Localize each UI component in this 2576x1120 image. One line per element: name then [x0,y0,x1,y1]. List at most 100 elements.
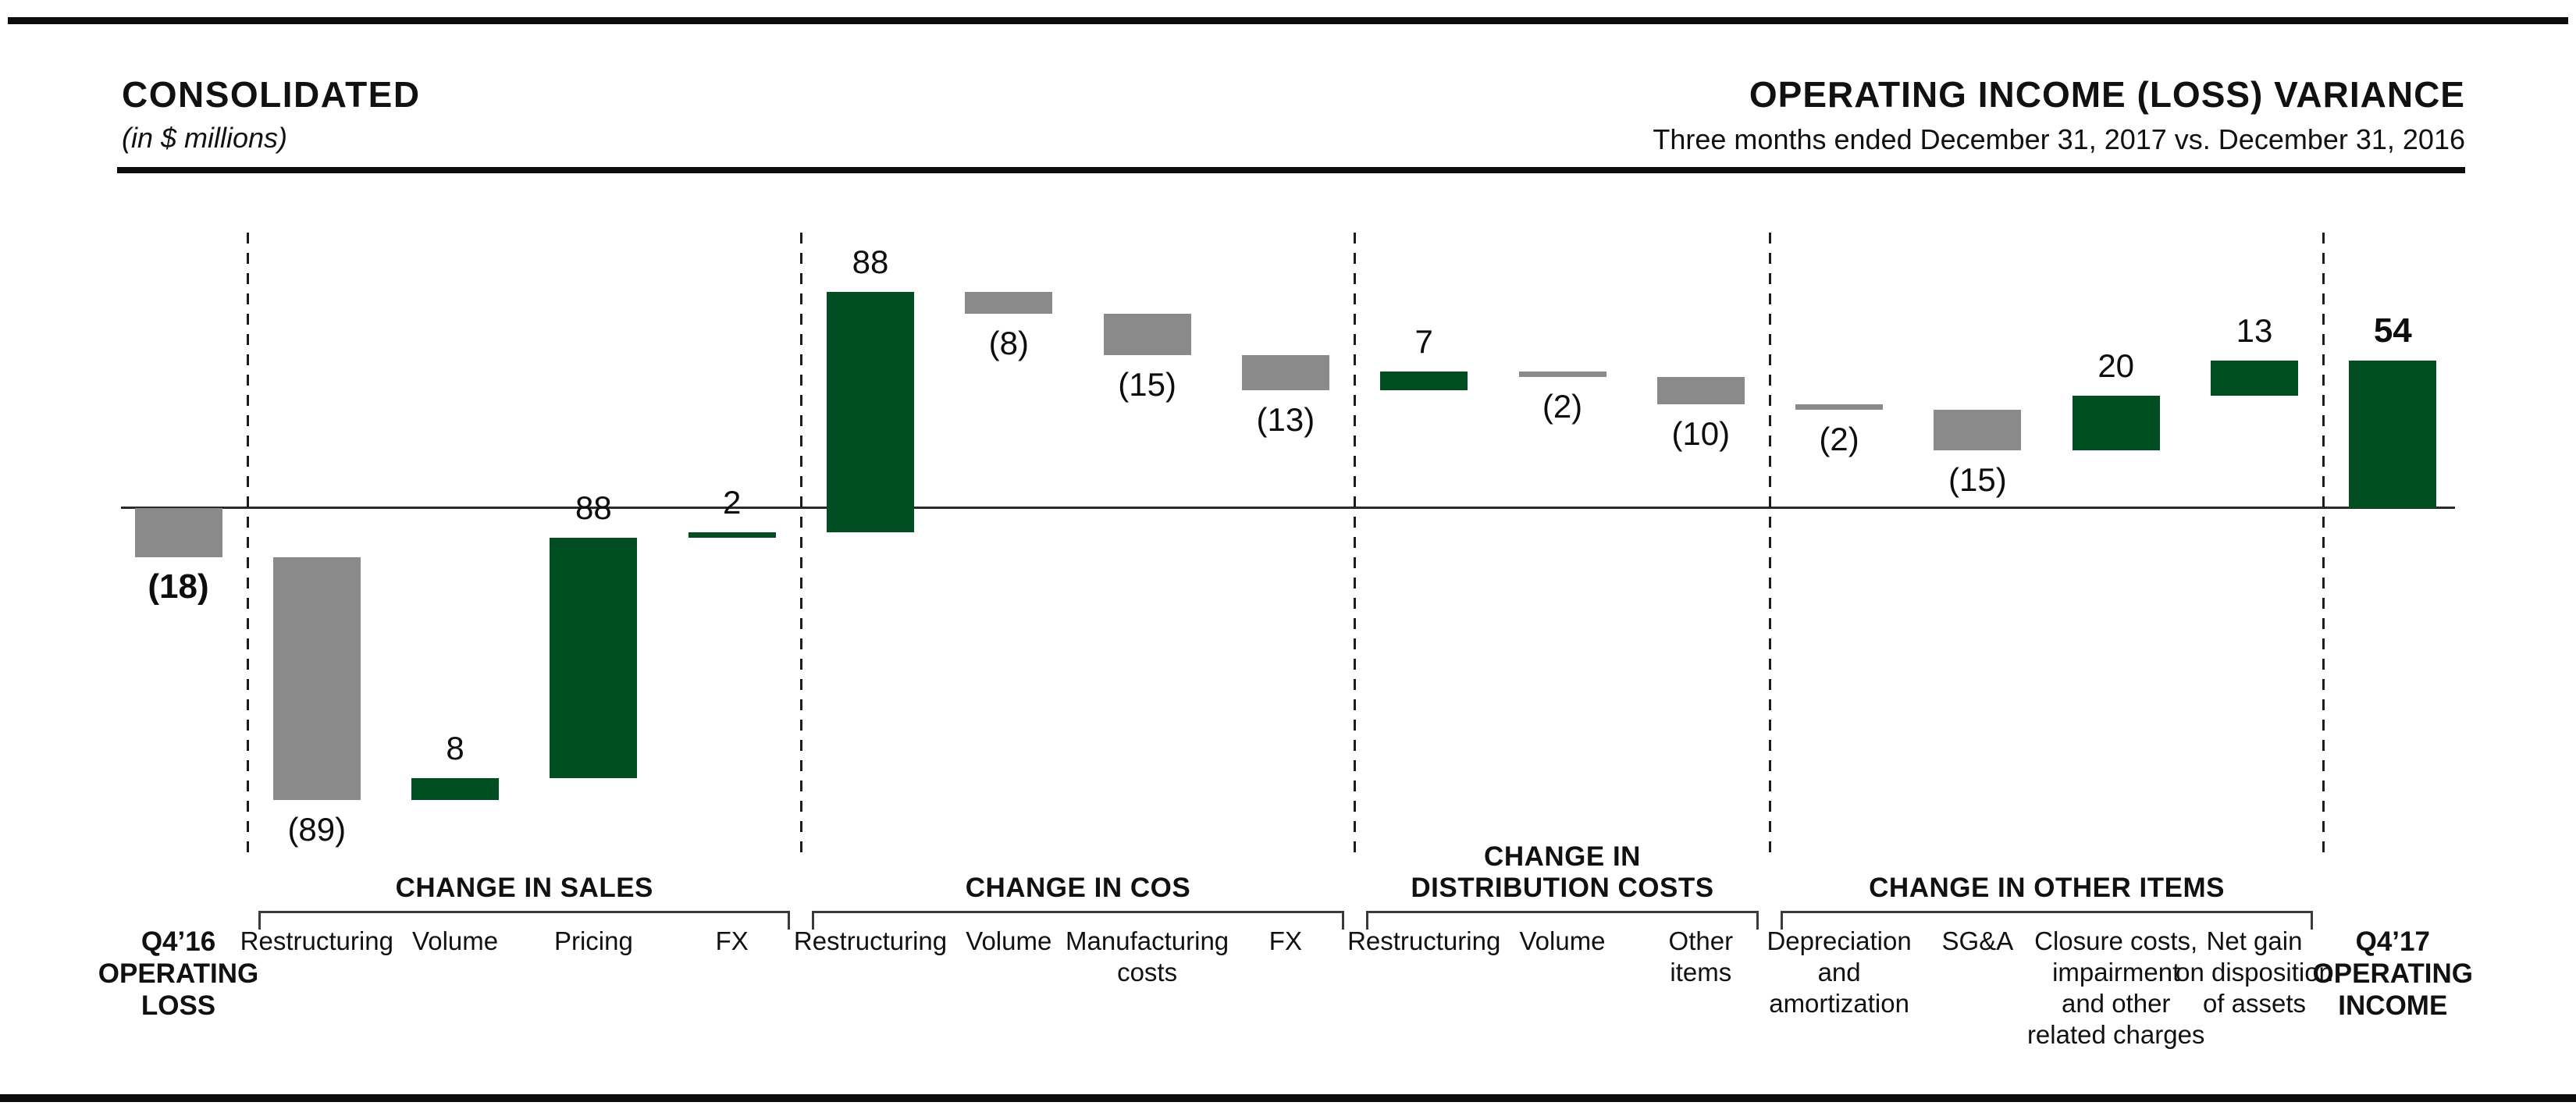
bar-volume [1518,371,1606,377]
item-label-line: related charges [2026,1020,2205,1049]
item-label-line: items [1670,958,1732,987]
item-label-line: LOSS [141,990,216,1021]
item-label: Q4’16 OPERATING LOSS [98,926,258,1022]
bar-value-label: (15) [1118,365,1176,403]
bar-value-label: (15) [1948,461,2007,498]
bar-q4-16-operating-loss [134,507,222,557]
group-label-line: CHANGE IN OTHER ITEMS [1869,873,2225,903]
bar-net-gain-on-disposition-of-assets [2211,360,2298,396]
bar-value-label: 88 [852,244,889,280]
item-label-line: Q4’17 [2355,926,2430,957]
bar-pricing [550,538,638,778]
item-label-line: OPERATING [2312,958,2474,989]
item-label-line: costs [1117,958,1178,987]
item-label: FX [1269,926,1302,957]
item-label: Restructuring [794,926,947,957]
group-separator-dashed-line [1768,233,1771,855]
group-bracket-tick-left [812,911,815,930]
item-label-line: FX [1268,926,1302,955]
bar-other-items [1656,376,1745,404]
bar-restructuring [1380,371,1468,390]
group-bracket-tick-left [1365,911,1368,930]
item-label: Other items [1669,926,1734,988]
page-title: CONSOLIDATED [122,74,421,115]
item-label-line: Restructuring [240,926,393,955]
item-label-line: Restructuring [1347,926,1501,955]
group-label-line: DISTRIBUTION COSTS [1411,873,1714,903]
bar-value-label: (89) [287,811,347,848]
item-label-line: Pricing [553,926,633,955]
bar-value-label: 88 [575,489,612,526]
item-label: Restructuring [1347,926,1500,957]
group-bracket-tick-right [788,911,791,930]
bar-restructuring [272,556,361,800]
item-label-line: Other [1668,926,1734,955]
group-bracket-tick-right [2310,911,2313,930]
item-label: Pricing [554,926,633,957]
item-label-line: Closure costs, [2034,926,2198,955]
item-label: SG&A [1942,926,2014,957]
group-label-4: CHANGE IN OTHER ITEMS [1869,873,2225,904]
group-bracket [812,911,1344,913]
group-bracket-tick-left [258,911,262,930]
item-label: Net gain on disposition of assets [2176,926,2333,1019]
item-label-line: Manufacturing [1066,926,1229,955]
item-label-line: amortization [1769,989,1909,1018]
group-bracket [1781,911,2313,913]
group-label-1: CHANGE IN SALES [396,873,653,904]
item-label: Volume [412,926,498,957]
bar-value-label: 20 [2097,347,2135,384]
group-bracket [1365,911,1759,913]
top-rule [8,17,2568,24]
item-label: FX [716,926,749,957]
group-bracket-tick-right [1756,911,1759,930]
item-label-line: Depreciation [1767,926,1912,955]
item-label-line: Q4’16 [141,926,216,957]
item-label-line: Volume [412,926,499,955]
group-label-2: CHANGE IN COS [966,873,1190,904]
bar-fx [1241,354,1329,390]
item-label-line: INCOME [2338,990,2448,1021]
bar-q4-17-operating-income [2349,360,2437,508]
chart-period-subtitle: Three months ended December 31, 2017 vs.… [1653,123,2465,155]
bar-restructuring [827,292,914,532]
zero-axis-line [121,507,2455,509]
item-label: Volume [966,926,1051,957]
bar-value-label: 54 [2373,311,2412,350]
bar-value-label: 2 [723,484,742,521]
bar-value-label: (8) [988,325,1029,361]
item-label-line: and [1817,958,1861,987]
item-label-line: and other [2061,989,2171,1018]
bar-sg-a [1934,409,2022,450]
group-label-line: CHANGE IN [1484,841,1641,872]
bar-value-label: 8 [446,730,464,766]
bar-depreciation-and-amortization [1795,404,1884,410]
item-label-line: Restructuring [793,926,948,955]
item-label-line: impairment [2052,958,2180,987]
bar-volume [965,292,1053,314]
group-bracket [258,911,791,913]
item-label: Depreciation and amortization [1767,926,1911,1019]
item-label: Closure costs, impairment and other related… [2027,926,2204,1051]
bar-manufacturing-costs [1103,314,1191,355]
item-label-line: Volume [966,926,1052,955]
group-separator-dashed-line [2322,233,2325,855]
item-label-line: of assets [2202,989,2307,1018]
bar-value-label: 13 [2236,311,2273,349]
group-separator-dashed-line [1354,233,1357,855]
group-bracket-tick-left [1781,911,1784,930]
item-label-line: FX [715,926,749,955]
header-separator-rule [117,167,2465,173]
group-bracket-tick-right [1341,911,1344,930]
group-separator-dashed-line [799,233,802,855]
bar-value-label: (2) [1542,387,1583,425]
bar-volume [411,778,500,800]
bar-value-label: (18) [148,567,209,606]
bar-value-label: (2) [1819,420,1859,457]
bar-value-label: (10) [1671,414,1731,452]
item-label-line: Volume [1519,926,1606,955]
bar-closure-costs-impairment-and-other-related-charges [2072,396,2160,450]
group-label-line: CHANGE IN SALES [395,873,653,903]
group-label-3: CHANGE IN DISTRIBUTION COSTS [1411,841,1713,904]
